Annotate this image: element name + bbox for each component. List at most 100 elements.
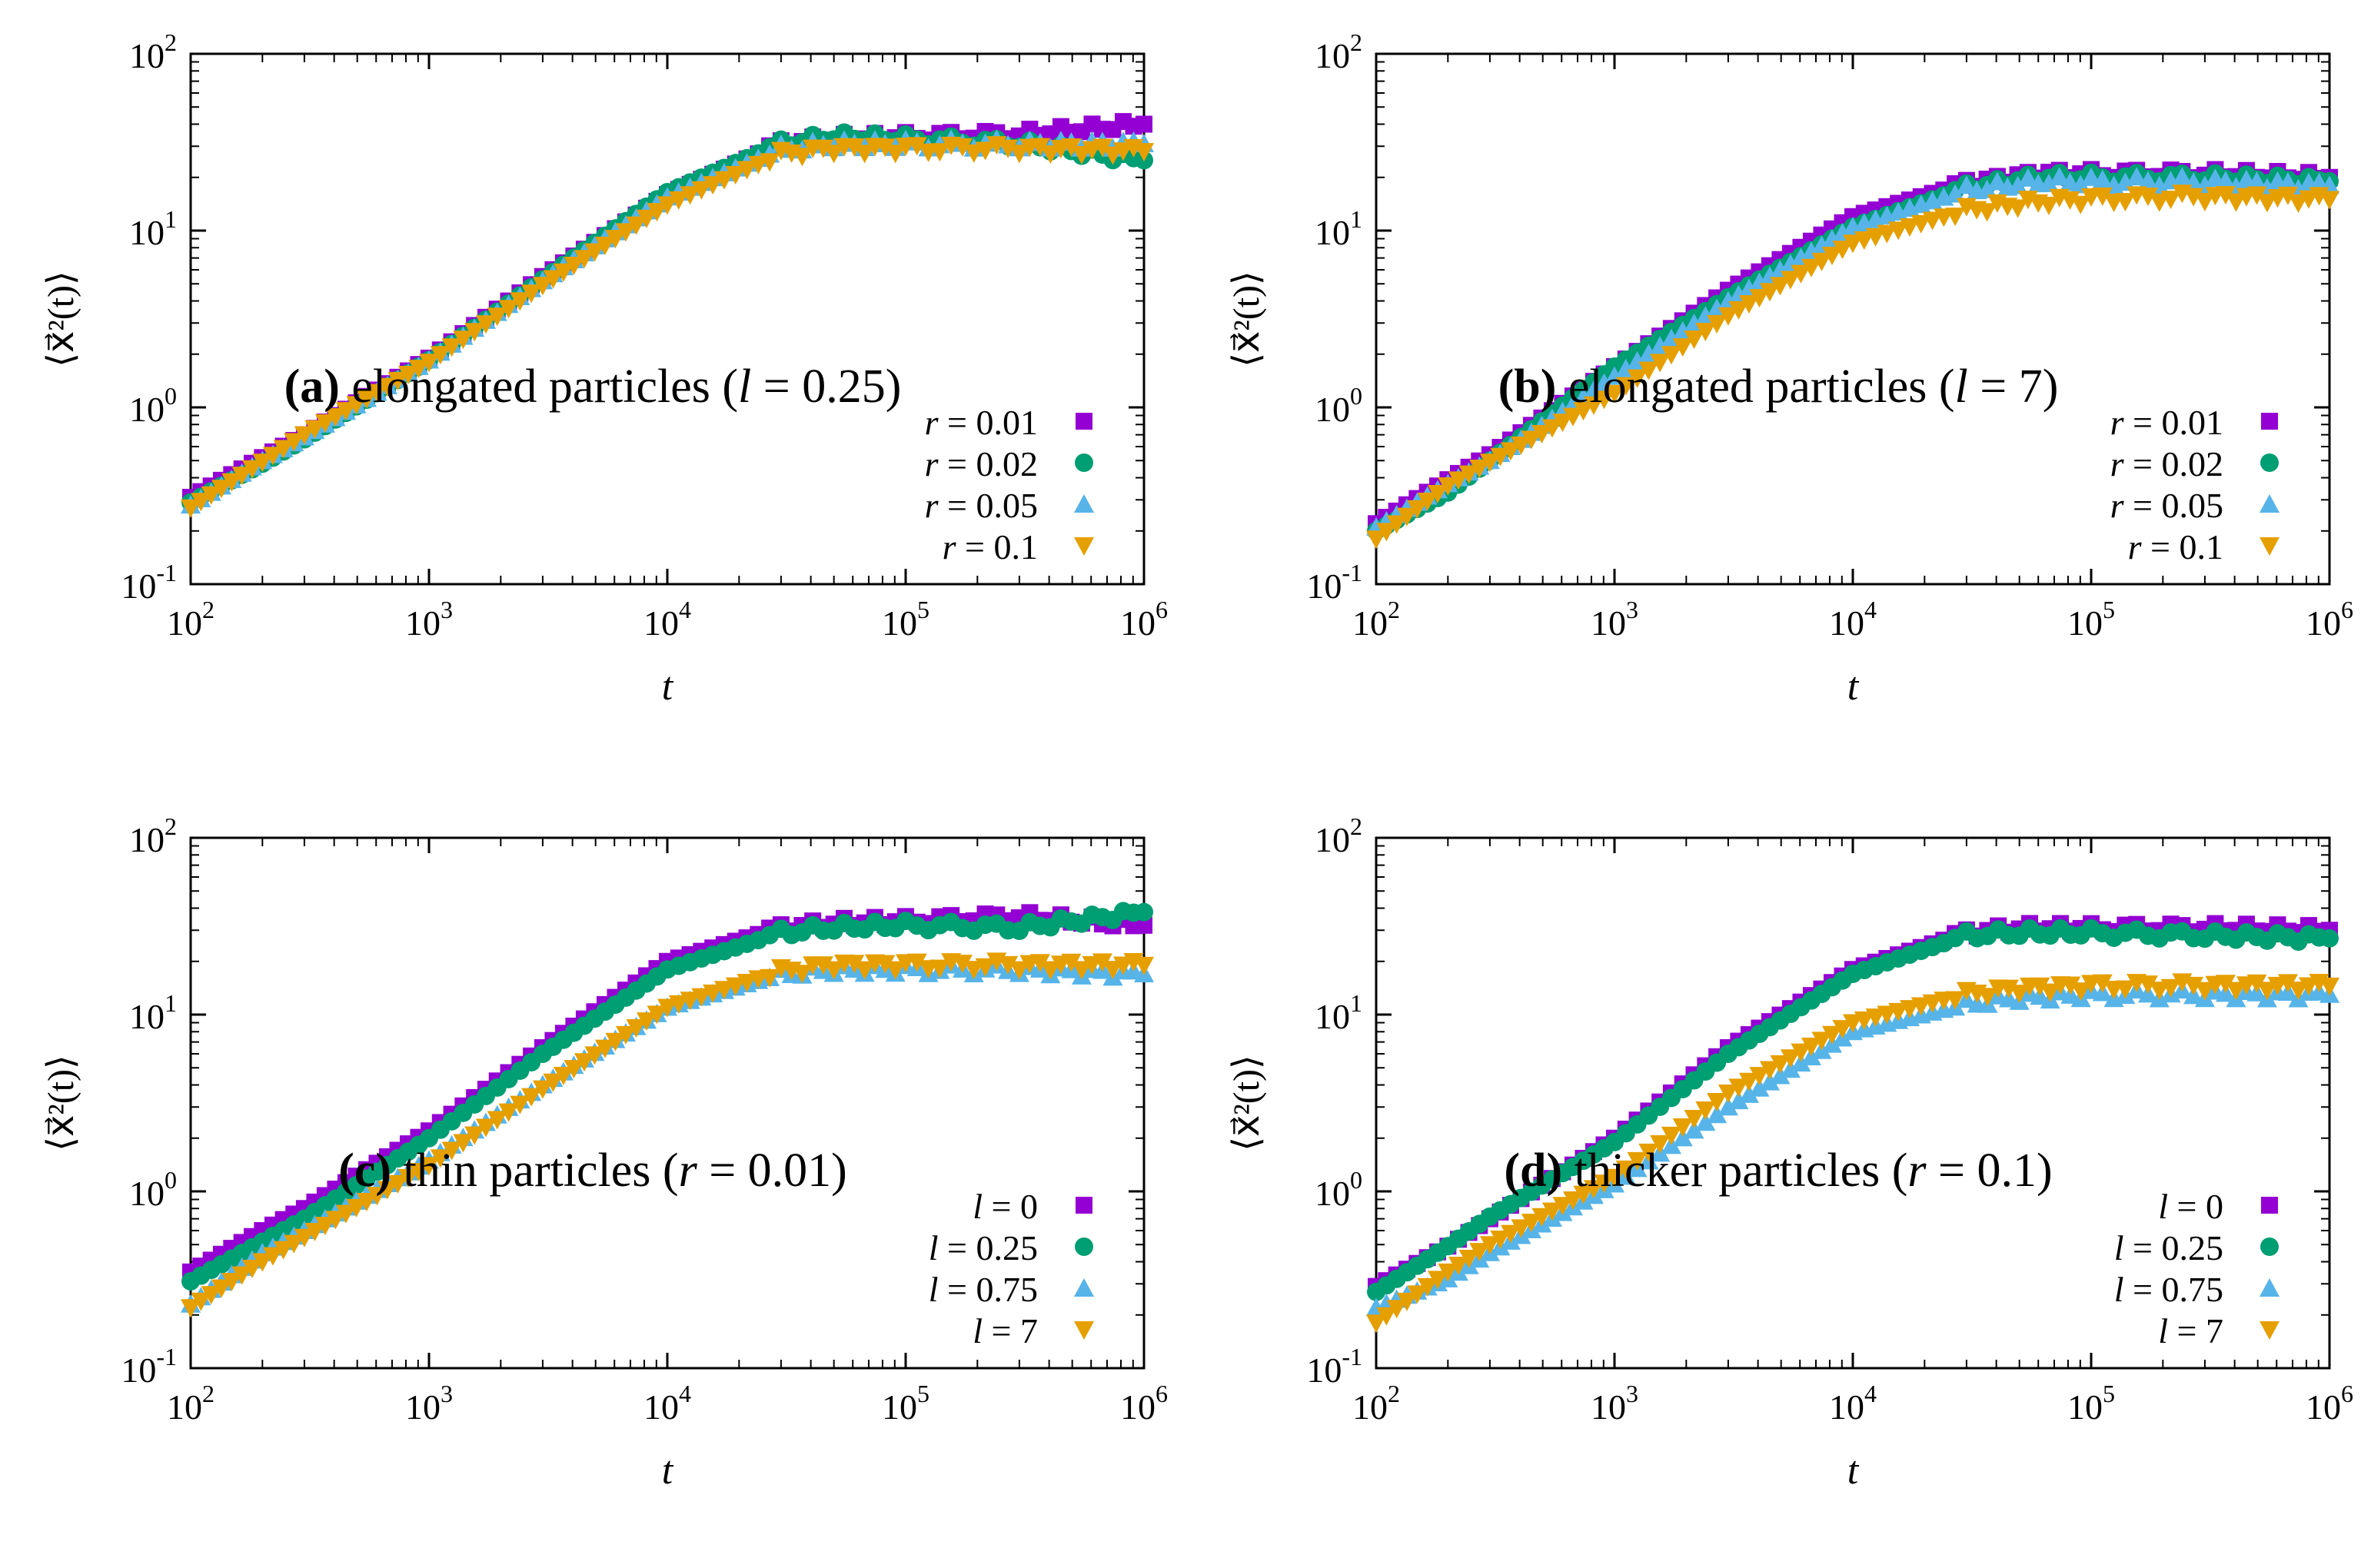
data-point-triangle-up bbox=[1684, 1120, 1704, 1139]
data-point-triangle-down bbox=[929, 143, 950, 162]
data-point-triangle-down bbox=[952, 138, 973, 157]
data-point-triangle-down bbox=[1386, 1300, 1407, 1319]
data-point-triangle-down bbox=[2256, 194, 2277, 213]
y-tick-label: 101 bbox=[129, 205, 177, 252]
data-point-triangle-down bbox=[691, 181, 712, 200]
data-point-triangle-down bbox=[377, 377, 397, 397]
data-point-triangle-down bbox=[419, 1157, 439, 1176]
legend-marker-triangle-down bbox=[1074, 537, 1094, 556]
data-point-triangle-down bbox=[1541, 419, 1562, 438]
data-point-triangle-down bbox=[273, 440, 294, 459]
legend: r = 0.01r = 0.02r = 0.05r = 0.1 bbox=[925, 403, 1094, 566]
x-tick-label: 104 bbox=[643, 596, 691, 643]
legend-label: r = 0.1 bbox=[943, 527, 1038, 566]
data-point-triangle-down bbox=[2288, 982, 2309, 1001]
data-point-triangle-up bbox=[1728, 1091, 1749, 1110]
data-point-triangle-down bbox=[356, 1193, 377, 1212]
data-point-triangle-down bbox=[201, 486, 221, 505]
data-point-triangle-down bbox=[1458, 1250, 1479, 1269]
data-point-triangle-up bbox=[2127, 167, 2147, 186]
data-point-triangle-down bbox=[605, 1032, 626, 1051]
data-point-triangle-down bbox=[2226, 982, 2246, 1001]
legend-marker-triangle-down bbox=[1074, 1321, 1094, 1340]
data-point-triangle-down bbox=[335, 402, 356, 421]
data-point-triangle-down bbox=[453, 1134, 474, 1153]
data-point-triangle-up bbox=[1780, 1059, 1801, 1078]
data-point-triangle-down bbox=[1438, 1263, 1458, 1282]
chart-a: 102 103 104 105 106 10-1 100 101 102 t ⟨x⃗²(t)⟩ r =… bbox=[41, 28, 1168, 709]
data-point-triangle-up bbox=[2007, 175, 2028, 194]
y-axis-label: ⟨x⃗²(t)⟩ bbox=[41, 1055, 81, 1151]
data-point-triangle-down bbox=[1877, 1005, 1897, 1025]
data-point-triangle-down bbox=[252, 1253, 273, 1272]
data-point-triangle-down bbox=[498, 300, 519, 319]
data-point-triangle-down bbox=[1780, 1049, 1801, 1068]
data-point-triangle-down bbox=[2030, 977, 2050, 996]
legend-label: l = 0.25 bbox=[2114, 1228, 2223, 1267]
legend-label: l = 0.25 bbox=[929, 1228, 1038, 1267]
caption-var: r bbox=[1907, 1144, 1927, 1197]
data-point-triangle-up bbox=[2115, 172, 2136, 191]
legend-label: l = 7 bbox=[2158, 1311, 2223, 1350]
data-point-triangle-down bbox=[1531, 1208, 1552, 1227]
legend-marker-circle bbox=[2260, 453, 2279, 472]
data-point-triangle-down bbox=[1749, 1067, 1770, 1086]
data-point-triangle-down bbox=[211, 480, 231, 499]
caption-value: = 7) bbox=[1967, 360, 2059, 413]
data-point-triangle-down bbox=[1672, 1118, 1693, 1137]
y-tick-label: 101 bbox=[129, 989, 177, 1036]
data-point-triangle-up bbox=[2081, 167, 2101, 186]
data-point-triangle-down bbox=[294, 1228, 314, 1247]
data-point-triangle-down bbox=[1521, 430, 1541, 450]
data-point-triangle-down bbox=[2277, 186, 2298, 205]
data-point-triangle-up bbox=[2017, 168, 2038, 187]
data-point-triangle-down bbox=[668, 995, 689, 1014]
data-point-triangle-down bbox=[252, 453, 273, 473]
data-point-triangle-down bbox=[1627, 1151, 1648, 1171]
data-point-triangle-down bbox=[1376, 523, 1397, 542]
data-point-triangle-up bbox=[1977, 179, 1997, 198]
legend-marker-square bbox=[2261, 413, 2278, 430]
data-point-triangle-down bbox=[1707, 314, 1728, 334]
data-point-triangle-down bbox=[1832, 241, 1853, 260]
data-point-triangle-down bbox=[854, 145, 875, 164]
data-point-triangle-down bbox=[998, 139, 1019, 158]
data-point-triangle-down bbox=[844, 955, 865, 974]
data-point-triangle-down bbox=[823, 145, 844, 164]
y-tick-label: 10-1 bbox=[121, 1343, 177, 1390]
data-point-triangle-down bbox=[201, 1286, 221, 1305]
x-tick-label: 103 bbox=[405, 1380, 453, 1427]
data-point-triangle-down bbox=[1009, 145, 1029, 164]
data-point-triangle-down bbox=[1541, 1202, 1562, 1221]
data-point-triangle-up bbox=[1749, 1078, 1770, 1097]
data-point-triangle-down bbox=[2215, 186, 2236, 205]
data-point-triangle-down bbox=[397, 1168, 418, 1188]
data-point-triangle-down bbox=[335, 1204, 356, 1224]
data-point-triangle-down bbox=[1910, 214, 1931, 234]
data-point-triangle-down bbox=[1479, 1236, 1500, 1255]
caption-text: thicker particles ( bbox=[1562, 1144, 1908, 1197]
legend-label: l = 0 bbox=[2158, 1187, 2223, 1226]
data-point-triangle-down bbox=[813, 139, 833, 158]
data-point-triangle-up bbox=[2246, 171, 2267, 191]
data-point-triangle-down bbox=[1821, 1025, 1842, 1045]
data-point-triangle-down bbox=[1134, 143, 1154, 162]
legend-label: l = 0.75 bbox=[929, 1270, 1038, 1309]
data-point-triangle-down bbox=[703, 984, 723, 1003]
caption-letter: (a) bbox=[284, 360, 340, 413]
data-point-triangle-down bbox=[262, 447, 283, 466]
data-point-triangle-down bbox=[594, 1039, 615, 1058]
data-point-triangle-down bbox=[584, 1046, 605, 1065]
data-point-triangle-down bbox=[1888, 1002, 1909, 1022]
data-point-triangle-down bbox=[647, 1005, 667, 1025]
data-point-triangle-down bbox=[1684, 331, 1704, 350]
x-tick-label: 102 bbox=[167, 1380, 214, 1427]
data-point-triangle-down bbox=[615, 223, 636, 242]
legend-label: l = 0 bbox=[973, 1187, 1038, 1226]
data-point-triangle-down bbox=[748, 155, 769, 174]
y-tick-label: 102 bbox=[129, 812, 177, 859]
x-tick-label: 104 bbox=[643, 1380, 691, 1427]
data-point-triangle-down bbox=[1427, 1271, 1448, 1290]
legend-label: r = 0.02 bbox=[2110, 444, 2223, 483]
x-tick-label: 104 bbox=[1829, 1380, 1877, 1427]
